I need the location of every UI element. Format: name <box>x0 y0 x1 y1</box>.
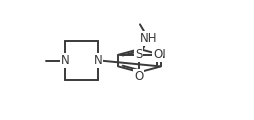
Text: N: N <box>93 54 102 67</box>
Text: S: S <box>135 48 142 61</box>
Text: N: N <box>61 54 70 67</box>
Text: O: O <box>134 70 143 83</box>
Text: N: N <box>156 48 165 61</box>
Text: O: O <box>152 48 162 61</box>
Text: NH: NH <box>139 32 157 45</box>
